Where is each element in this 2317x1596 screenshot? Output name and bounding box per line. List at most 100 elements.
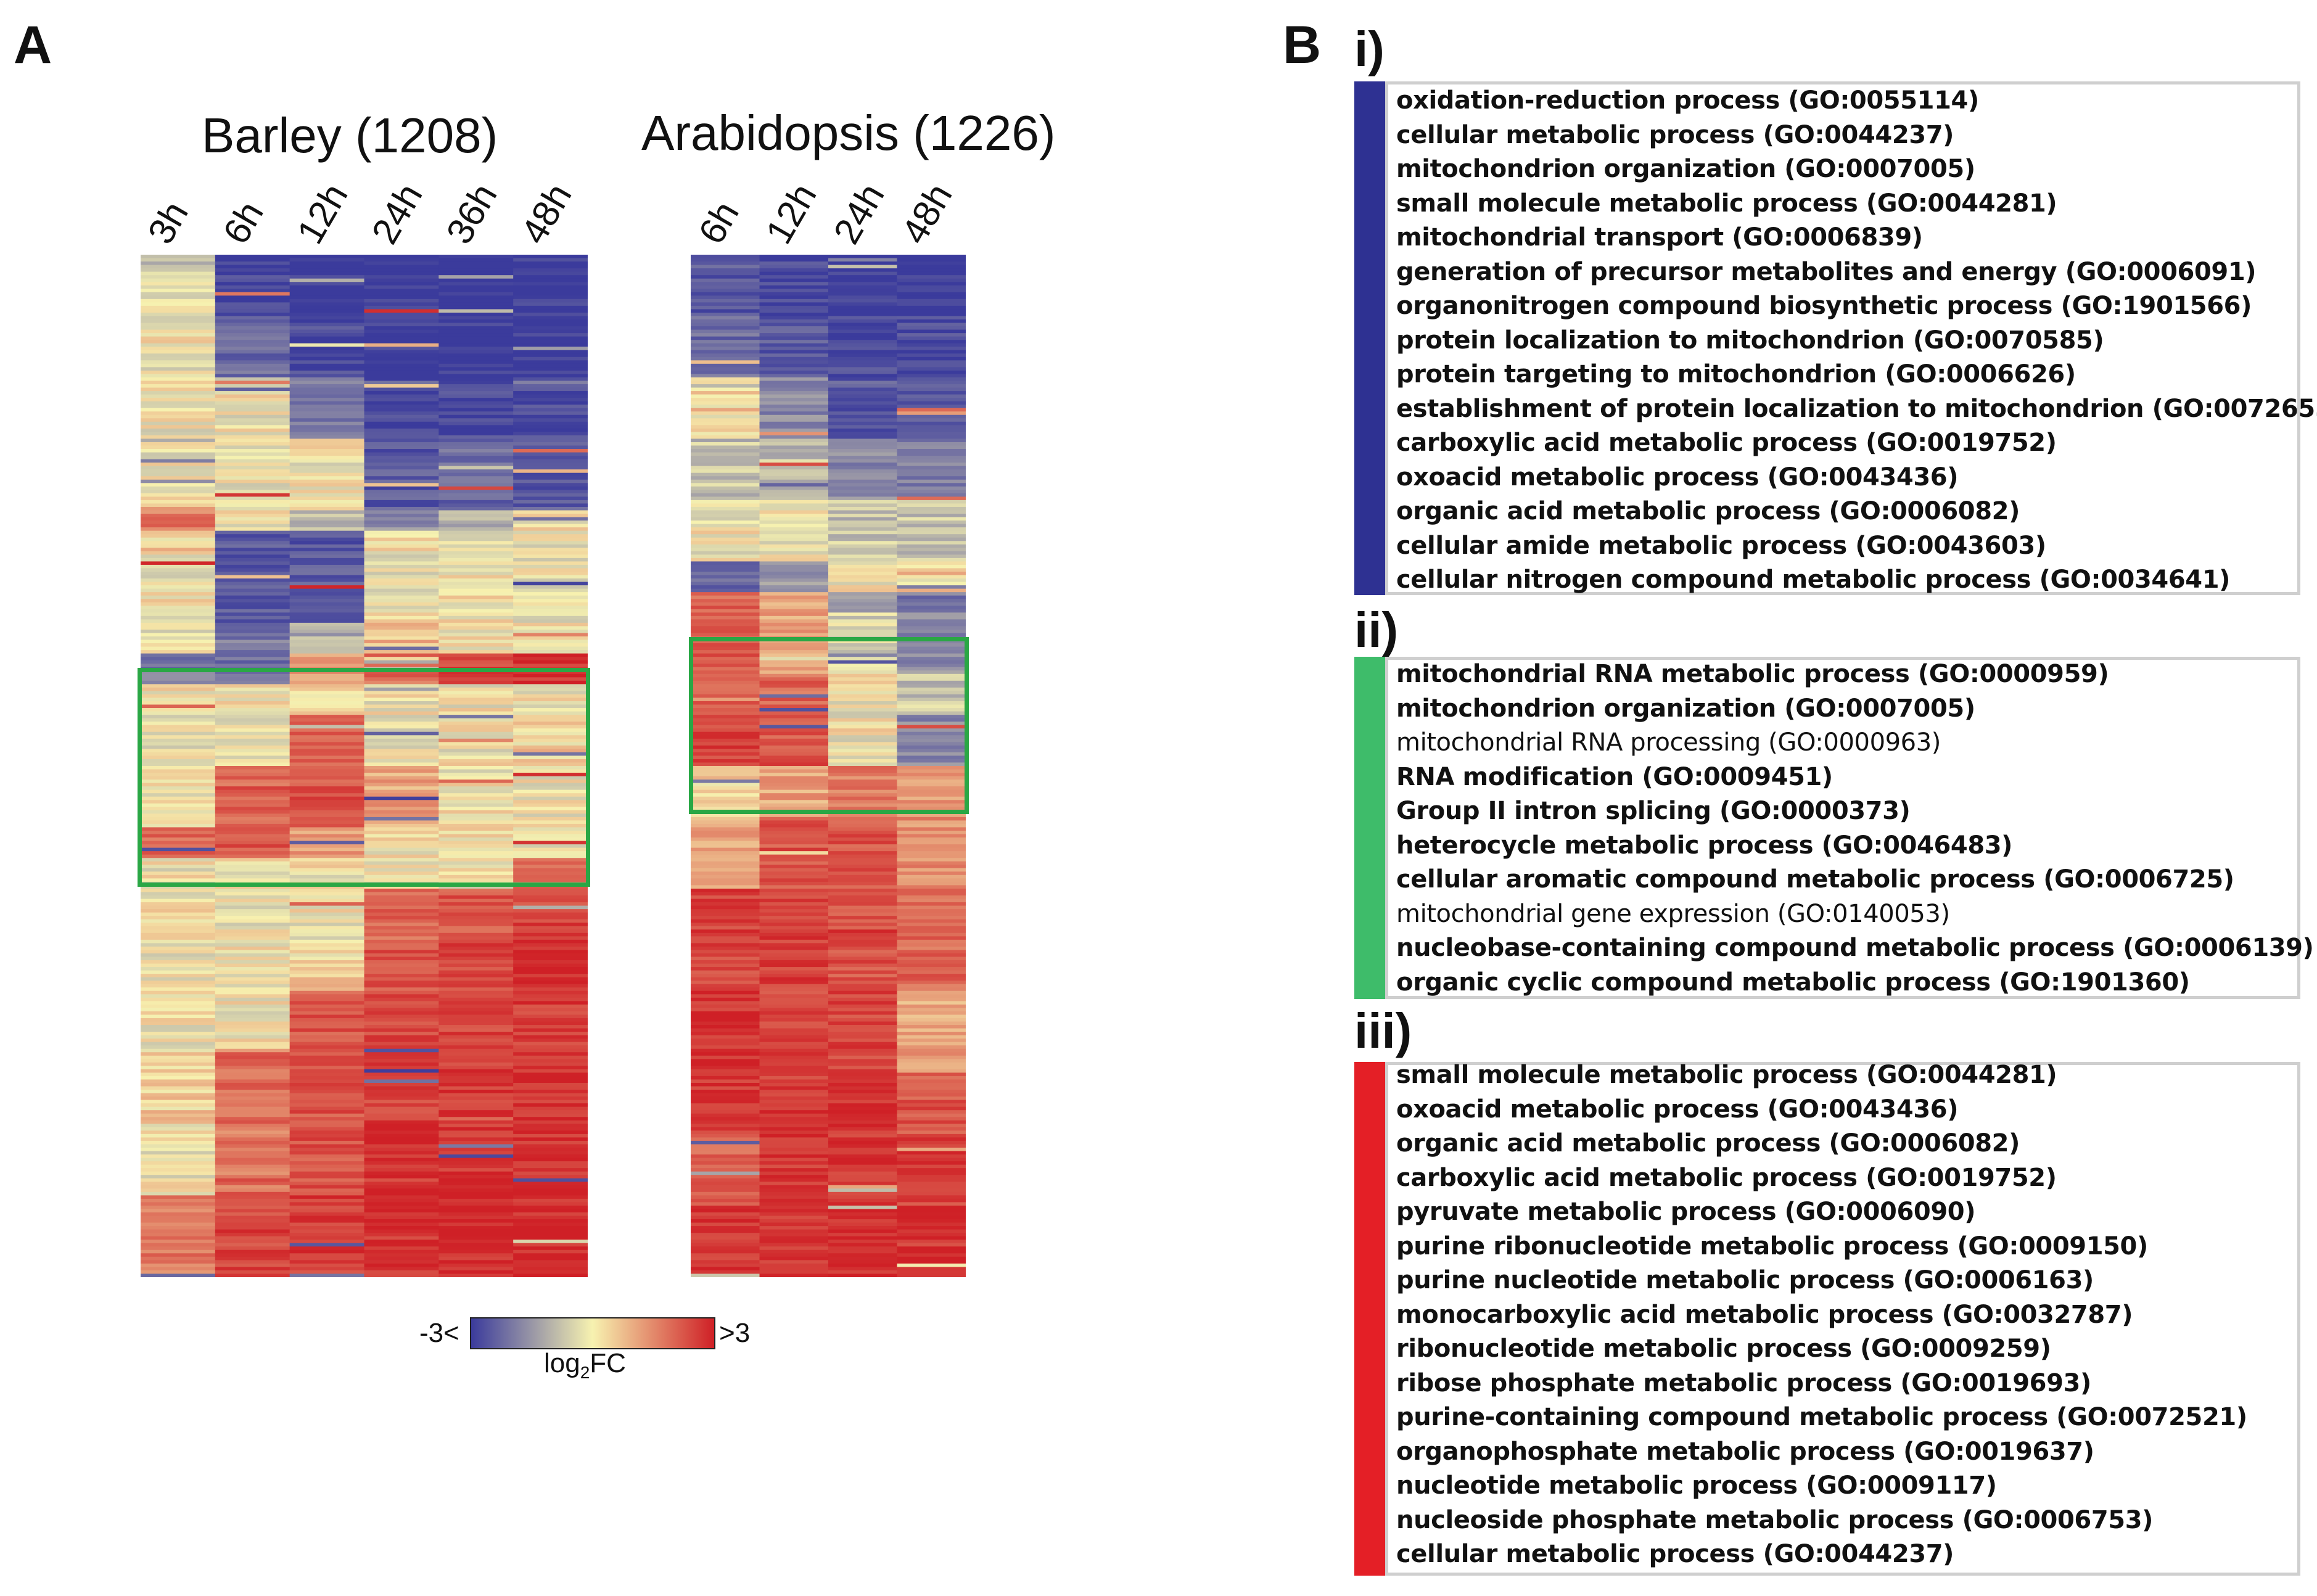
arabidopsis-heatmap-cell [828, 255, 897, 259]
colorbar-title: log2FC [544, 1348, 626, 1383]
barley-heatmap-cell [438, 888, 514, 892]
barley-heatmap-cell [513, 298, 588, 303]
arabidopsis-heatmap-cell [828, 1082, 897, 1087]
arabidopsis-heatmap-cell [759, 725, 829, 729]
arabidopsis-heatmap-cell [828, 997, 897, 1002]
barley-heatmap-cell [438, 844, 514, 849]
arabidopsis-heatmap-cell [897, 1001, 966, 1005]
barley-heatmap-cell [215, 653, 290, 657]
barley-heatmap-cell [141, 1188, 216, 1193]
barley-heatmap-cell [289, 847, 364, 852]
arabidopsis-heatmap-cell [897, 612, 966, 617]
barley-heatmap-cell [289, 786, 364, 791]
barley-heatmap-cell [438, 711, 514, 715]
barley-heatmap-cell [289, 1154, 364, 1159]
arabidopsis-heatmap-cell [828, 950, 897, 954]
barley-heatmap-cell [141, 316, 216, 320]
barley-heatmap-cell [289, 575, 364, 579]
barley-heatmap-cell [438, 414, 514, 419]
barley-heatmap-cell [364, 557, 439, 562]
barley-heatmap-cell [438, 1062, 514, 1066]
barley-heatmap-cell [513, 459, 588, 463]
barley-heatmap-cell [364, 1195, 439, 1199]
barley-heatmap-cell [513, 363, 588, 368]
arabidopsis-heatmap-cell [691, 1021, 760, 1026]
barley-heatmap-cell [289, 1171, 364, 1175]
barley-heatmap-cell [289, 329, 364, 334]
barley-heatmap-cell [289, 773, 364, 777]
arabidopsis-heatmap-cell [759, 1195, 829, 1199]
arabidopsis-heatmap-cell [691, 1120, 760, 1124]
barley-heatmap-cell [215, 834, 290, 838]
barley-heatmap-cell [215, 363, 290, 368]
barley-heatmap-cell [289, 742, 364, 746]
barley-heatmap-cell [513, 1243, 588, 1247]
arabidopsis-heatmap-cell [691, 282, 760, 286]
arabidopsis-heatmap-cell [691, 1011, 760, 1015]
barley-heatmap-cell [438, 319, 514, 324]
barley-heatmap-cell [141, 520, 216, 525]
arabidopsis-heatmap-cell [828, 916, 897, 920]
arabidopsis-heatmap-cell [759, 865, 829, 869]
barley-heatmap-cell [438, 599, 514, 603]
barley-heatmap-cell [513, 1072, 588, 1077]
barley-heatmap-cell [215, 496, 290, 501]
barley-heatmap-cell [438, 1195, 514, 1199]
arabidopsis-heatmap-cell [759, 622, 829, 627]
barley-heatmap-cell [141, 786, 216, 791]
barley-heatmap-cell [438, 783, 514, 787]
barley-heatmap-cell [513, 680, 588, 685]
barley-heatmap-cell [438, 456, 514, 460]
barley-heatmap-cell [513, 1229, 588, 1233]
barley-heatmap-cell [513, 595, 588, 599]
arabidopsis-heatmap-cell [691, 582, 760, 586]
arabidopsis-heatmap-cell [828, 773, 897, 777]
arabidopsis-heatmap-cell [828, 261, 897, 266]
barley-heatmap-cell [513, 428, 588, 432]
barley-heatmap-cell [289, 398, 364, 402]
arabidopsis-heatmap-cell [759, 408, 829, 412]
barley-heatmap-cell [141, 626, 216, 630]
arabidopsis-heatmap-cell [897, 1062, 966, 1066]
barley-heatmap-cell [438, 268, 514, 273]
arabidopsis-heatmap-cell [828, 340, 897, 344]
barley-heatmap-cell [141, 813, 216, 818]
barley-heatmap-cell [141, 271, 216, 276]
arabidopsis-heatmap-cell [759, 987, 829, 992]
barley-heatmap-cell [438, 1076, 514, 1080]
barley-heatmap-cell [513, 374, 588, 378]
barley-heatmap-cell [513, 694, 588, 698]
barley-heatmap-cell [364, 1182, 439, 1186]
barley-heatmap-cell [215, 800, 290, 804]
barley-heatmap-cell [215, 981, 290, 985]
arabidopsis-heatmap-cell [828, 544, 897, 548]
barley-heatmap-cell [513, 585, 588, 590]
barley-heatmap-cell [438, 1032, 514, 1036]
barley-heatmap-cell [289, 871, 364, 876]
barley-heatmap-cell [364, 1021, 439, 1026]
go-term: carboxylic acid metabolic process (GO:00… [1396, 429, 2057, 457]
arabidopsis-heatmap-cell [897, 514, 966, 518]
arabidopsis-heatmap-cell [759, 970, 829, 974]
barley-heatmap-cell [438, 255, 514, 259]
arabidopsis-heatmap-cell [691, 377, 760, 381]
barley-heatmap-cell [141, 466, 216, 470]
barley-heatmap-cell [364, 660, 439, 664]
barley-heatmap-cell [141, 844, 216, 849]
arabidopsis-heatmap-cell [759, 506, 829, 511]
barley-heatmap-cell [513, 895, 588, 900]
arabidopsis-heatmap-cell [897, 762, 966, 767]
barley-heatmap-cell [289, 974, 364, 978]
arabidopsis-heatmap-cell [828, 817, 897, 821]
barley-heatmap-cell [438, 909, 514, 913]
barley-heatmap-cell [289, 841, 364, 845]
arabidopsis-heatmap-cell [759, 861, 829, 865]
barley-heatmap-cell [438, 302, 514, 306]
arabidopsis-heatmap-cell [897, 1113, 966, 1117]
arabidopsis-heatmap-cell [897, 691, 966, 695]
barley-heatmap-cell [289, 295, 364, 300]
barley-heatmap-cell [215, 398, 290, 402]
arabidopsis-heatmap-cell [759, 1021, 829, 1026]
go-term: organic cyclic compound metabolic proces… [1396, 968, 2190, 997]
barley-heatmap-cell [513, 796, 588, 800]
